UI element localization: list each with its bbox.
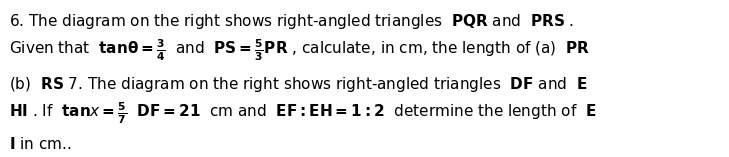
Text: $\mathit{\mathbf{HI}}$ . If  $\mathbf{tan}\mathit{x}\mathbf{=}\mathbf{\frac{5}{7: $\mathit{\mathbf{HI}}$ . If $\mathbf{tan… <box>9 100 596 126</box>
Text: (b)  $\mathit{\mathbf{RS}}$ 7. The diagram on the right shows right-angled trian: (b) $\mathit{\mathbf{RS}}$ 7. The diagra… <box>9 75 588 94</box>
Text: $\mathit{\mathbf{I}}$ in cm..: $\mathit{\mathbf{I}}$ in cm.. <box>9 136 71 152</box>
Text: 6. The diagram on the right shows right-angled triangles  $\mathit{\mathbf{PQR}}: 6. The diagram on the right shows right-… <box>9 12 574 31</box>
Text: Given that  $\mathbf{tan}\mathbf{\theta}\mathbf{=}\mathbf{\frac{3}{4}}$  and  $\: Given that $\mathbf{tan}\mathbf{\theta}\… <box>9 37 590 63</box>
